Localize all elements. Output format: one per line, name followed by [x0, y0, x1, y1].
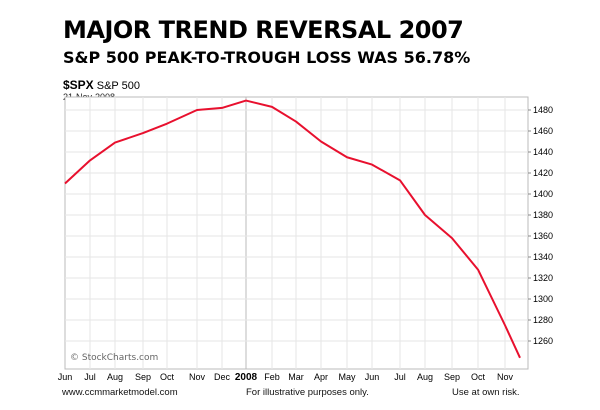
x-tick-label: Jun	[58, 372, 73, 382]
x-tick-label: Jun	[365, 372, 380, 382]
symbol: $SPX	[63, 78, 94, 92]
watermark: © StockCharts.com	[70, 353, 158, 363]
x-tick-label: Jul	[84, 372, 96, 382]
x-tick-label: Nov	[189, 372, 206, 382]
x-tick-label: Oct	[160, 372, 175, 382]
chart-title: MAJOR TREND REVERSAL 2007	[63, 16, 464, 44]
x-tick-label: Mar	[288, 372, 304, 382]
y-tick-label: 1260	[533, 336, 553, 346]
y-tick-label: 1480	[533, 105, 553, 115]
y-tick-label: 1360	[533, 231, 553, 241]
footer-website: www.ccmmarketmodel.com	[62, 387, 178, 398]
x-tick-label: Sep	[444, 372, 460, 382]
x-tick-label: Apr	[314, 372, 328, 382]
y-tick-label: 1300	[533, 294, 553, 304]
x-tick-label: 2008	[235, 372, 258, 383]
y-tick-label: 1320	[533, 273, 553, 283]
x-tick-label: Oct	[471, 372, 486, 382]
x-tick-label: Jul	[394, 372, 406, 382]
x-tick-label: Sep	[135, 372, 151, 382]
y-tick-label: 1460	[533, 126, 553, 136]
y-tick-label: 1380	[533, 210, 553, 220]
y-tick-label: 1420	[533, 168, 553, 178]
y-tick-label: 1440	[533, 147, 553, 157]
x-tick-label: Aug	[417, 372, 433, 382]
y-tick-label: 1400	[533, 189, 553, 199]
symbol-label: $SPX S&P 500	[63, 78, 140, 92]
footer-risk: Use at own risk.	[452, 387, 520, 398]
x-tick-label: May	[338, 372, 356, 382]
y-tick-label: 1340	[533, 252, 553, 262]
x-tick-label: Nov	[497, 372, 514, 382]
x-tick-label: Dec	[214, 372, 231, 382]
x-tick-label: Feb	[264, 372, 280, 382]
footer-disclaimer: For illustrative purposes only.	[246, 387, 369, 398]
chart-subtitle: S&P 500 PEAK-TO-TROUGH LOSS WAS 56.78%	[63, 48, 471, 67]
y-tick-label: 1280	[533, 315, 553, 325]
symbol-name: S&P 500	[96, 80, 140, 92]
x-tick-label: Aug	[107, 372, 123, 382]
